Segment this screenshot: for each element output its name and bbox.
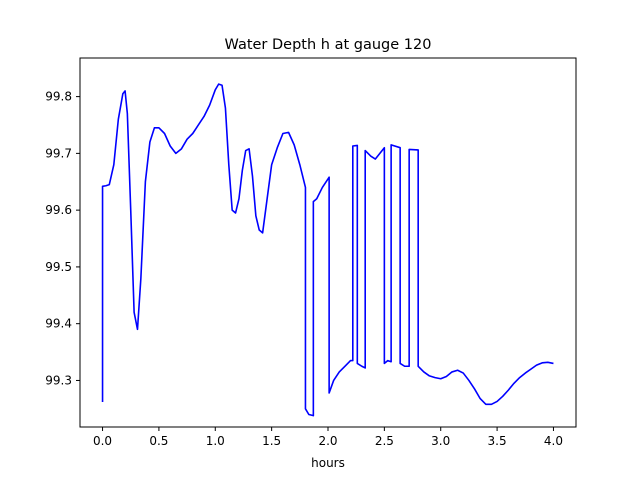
y-tick-label: 99.3 — [45, 373, 72, 387]
x-tick-label: 1.5 — [262, 434, 281, 448]
x-tick-label: 3.0 — [431, 434, 450, 448]
y-tick-label: 99.5 — [45, 260, 72, 274]
x-tick-label: 0.5 — [149, 434, 168, 448]
series-layer — [101, 83, 554, 417]
x-axis-ticks: 0.0 0.5 1.0 1.5 2.0 2.5 3.0 3.5 4.0 — [93, 427, 563, 448]
x-tick-label: 2.5 — [375, 434, 394, 448]
x-tick-label: 3.5 — [488, 434, 507, 448]
plot-frame — [79, 57, 577, 428]
x-tick-label: 2.0 — [318, 434, 337, 448]
y-axis-ticks: 99.3 99.4 99.5 99.6 99.7 99.8 — [45, 90, 80, 387]
x-tick-label: 1.0 — [206, 434, 225, 448]
chart-title: Water Depth h at gauge 120 — [225, 37, 432, 53]
y-tick-label: 99.6 — [45, 203, 72, 217]
x-axis-label: hours — [311, 456, 345, 470]
plot-area: 0.0 0.5 1.0 1.5 2.0 2.5 3.0 3.5 4.0 99.3 99.4 99.5… — [45, 57, 577, 448]
x-tick-label: 0.0 — [93, 434, 112, 448]
x-tick-label: 4.0 — [544, 434, 563, 448]
y-tick-label: 99.4 — [45, 317, 72, 331]
y-tick-label: 99.8 — [45, 90, 72, 104]
y-tick-label: 99.7 — [45, 146, 72, 160]
series-line-0 — [101, 83, 554, 417]
